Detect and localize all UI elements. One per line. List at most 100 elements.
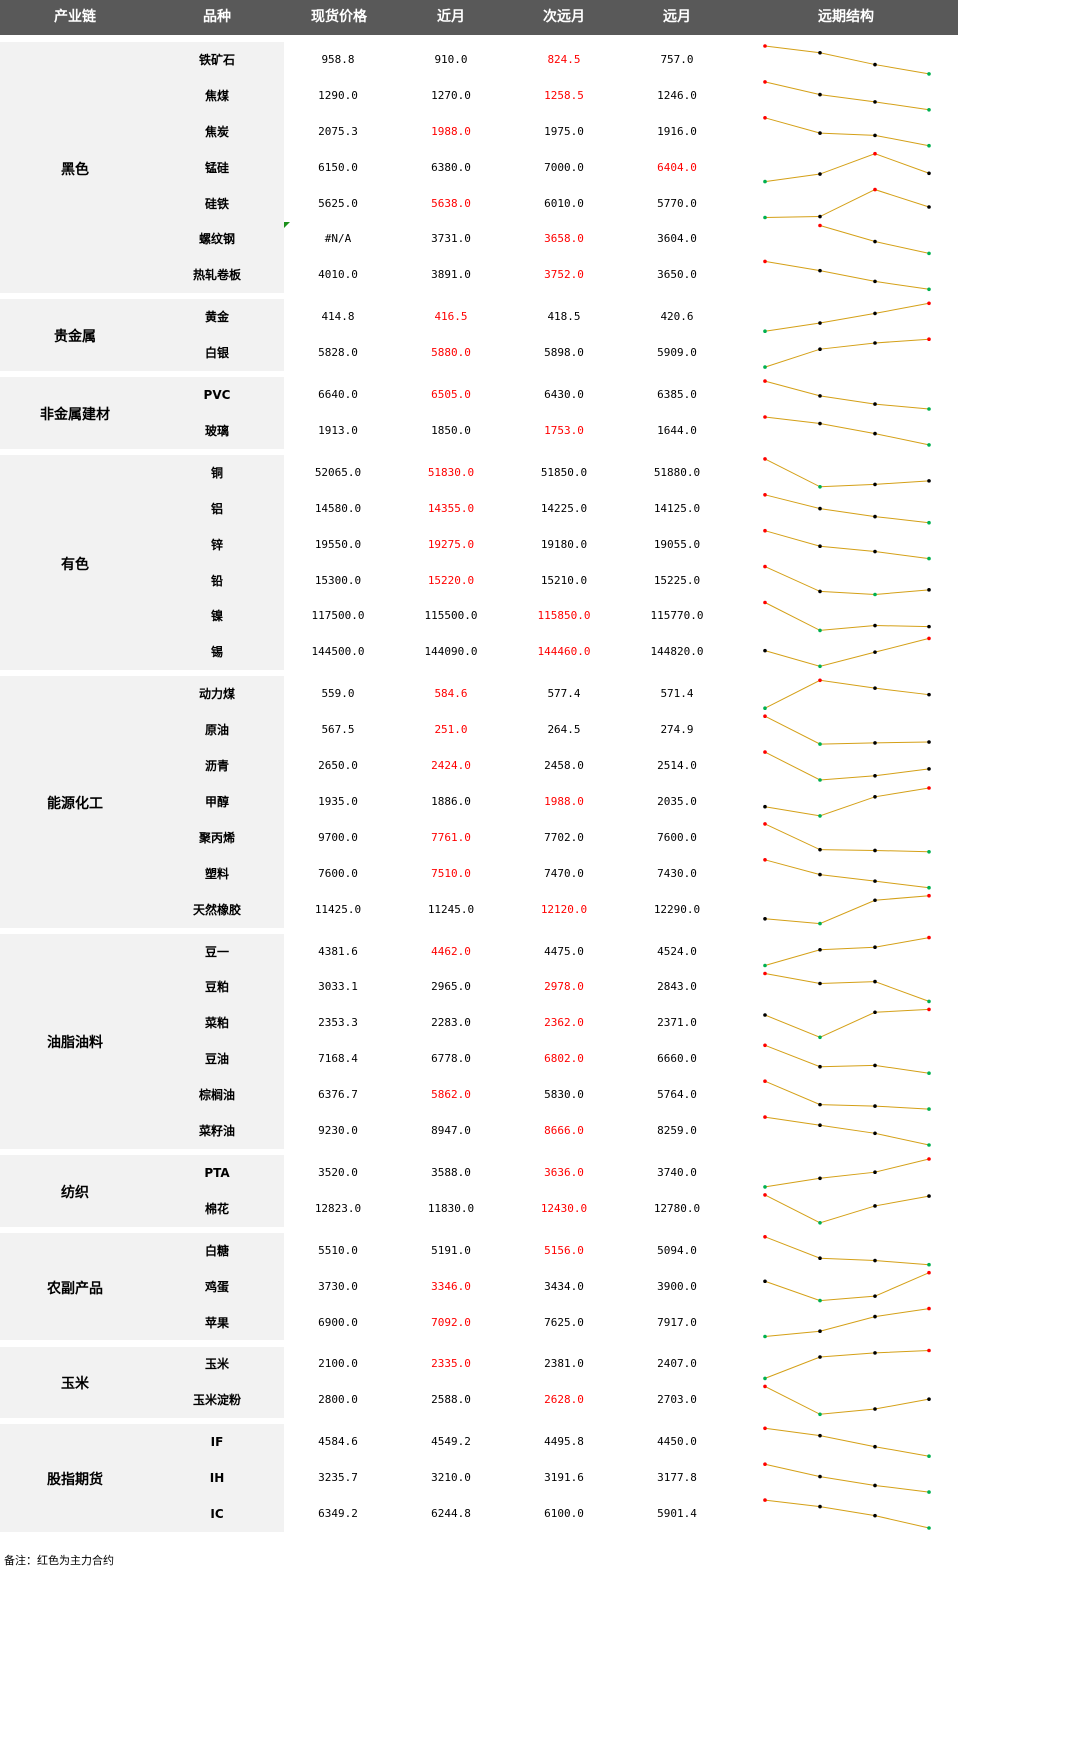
sparkline-point: [873, 979, 877, 984]
variety-name: 热轧卷板: [192, 268, 241, 283]
price-next: 5830.0: [544, 1088, 584, 1102]
group-title: 股指期货: [47, 1472, 103, 1489]
price-spot: 2100.0: [318, 1357, 358, 1371]
sparkline-point: [818, 394, 822, 398]
sparkline-point: [873, 945, 877, 950]
variety-name: IH: [209, 1471, 225, 1486]
price-far: 144820.0: [650, 645, 704, 659]
sparkline-point: [927, 407, 931, 411]
group-title: 非金属建材: [40, 407, 110, 423]
sparkline: [764, 1116, 930, 1146]
header-near: 近月: [437, 9, 465, 25]
sparkline-point: [927, 479, 931, 483]
sparkline: [764, 602, 930, 631]
sparkline-point: [927, 740, 931, 744]
price-far: 3740.0: [657, 1165, 697, 1179]
variety-name: 玉米淀粉: [192, 1393, 241, 1408]
price-spot: 1913.0: [318, 423, 358, 437]
sparkline-point: [763, 822, 767, 826]
sparkline: [764, 1008, 930, 1038]
sparkline-point: [873, 100, 877, 104]
sparkline-point: [873, 1483, 877, 1488]
sparkline-point: [763, 564, 767, 569]
sparkline-point: [873, 341, 877, 345]
group-cell: [0, 1346, 150, 1419]
price-next: 2362.0: [544, 1016, 584, 1030]
sparkline: [764, 1236, 930, 1266]
sparkline-point: [927, 893, 931, 898]
price-far: 19055.0: [653, 537, 701, 551]
price-near: 11830.0: [427, 1201, 475, 1215]
sparkline-point: [763, 44, 767, 48]
price-far: 2035.0: [657, 794, 697, 808]
sparkline-point: [818, 50, 822, 55]
price-far: 757.0: [660, 52, 694, 66]
price-far: 5909.0: [657, 346, 697, 360]
sparkline-point: [818, 628, 822, 633]
sparkline: [764, 338, 930, 368]
price-near: 6380.0: [431, 160, 471, 174]
price-next: 7625.0: [544, 1315, 584, 1329]
sparkline-point: [927, 520, 931, 525]
variety-name: 聚丙烯: [198, 830, 235, 845]
sparkline-point: [873, 549, 877, 554]
price-spot: 2075.3: [318, 124, 358, 138]
sparkline-point: [873, 402, 877, 406]
sparkline-point: [927, 108, 931, 112]
price-next: 2458.0: [544, 759, 584, 773]
sparkline-point: [763, 1185, 767, 1189]
price-far: 51880.0: [653, 465, 701, 479]
sparkline-point: [818, 1123, 822, 1128]
price-near: 2283.0: [431, 1016, 471, 1030]
price-near: 115500.0: [424, 609, 478, 623]
price-far: 8259.0: [657, 1124, 697, 1138]
sparkline-point: [763, 804, 767, 809]
sparkline-point: [763, 971, 767, 976]
sparkline: [764, 823, 930, 853]
price-far: 7430.0: [657, 866, 697, 880]
sparkline-point: [927, 1348, 931, 1353]
price-near: 19275.0: [427, 537, 475, 551]
sparkline-point: [763, 1193, 767, 1197]
sparkline-point: [818, 268, 822, 273]
sparkline: [764, 380, 930, 410]
sparkline-point: [873, 311, 877, 316]
sparkline-point: [763, 379, 767, 383]
sparkline-point: [873, 795, 877, 799]
price-next: 15210.0: [540, 573, 588, 587]
group-cell: [0, 676, 150, 928]
sparkline-point: [873, 1314, 877, 1319]
sparkline-point: [873, 1104, 877, 1108]
group-title: 农副产品: [47, 1280, 103, 1297]
price-spot: 5510.0: [318, 1243, 358, 1257]
price-near: 8947.0: [431, 1124, 471, 1138]
sparkline-point: [763, 1079, 767, 1083]
price-next: 8666.0: [544, 1124, 584, 1138]
price-spot: 559.0: [321, 687, 355, 701]
price-next: 2381.0: [544, 1357, 584, 1371]
price-spot: 7168.4: [318, 1052, 358, 1066]
sparkline-point: [818, 1433, 822, 1438]
variety-name: 焦炭: [204, 124, 229, 139]
price-far: 14125.0: [653, 501, 701, 515]
sparkline-point: [927, 1454, 931, 1458]
sparkline: [764, 1463, 930, 1493]
sparkline-point: [873, 686, 877, 690]
price-near: 5862.0: [431, 1088, 471, 1102]
price-far: 2407.0: [657, 1357, 697, 1371]
sparkline-point: [818, 1064, 822, 1069]
sparkline: [764, 416, 930, 446]
sparkline-point: [763, 116, 767, 120]
sparkline-point: [763, 457, 767, 461]
variety-name: 铜: [210, 465, 223, 480]
sparkline-point: [763, 415, 767, 419]
price-near: 7092.0: [431, 1315, 471, 1329]
price-spot: 1935.0: [318, 794, 358, 808]
price-far: 4524.0: [657, 944, 697, 958]
sparkline-point: [873, 1513, 877, 1518]
price-spot: 4010.0: [318, 268, 358, 282]
price-next: 144460.0: [537, 645, 591, 659]
sparkline-point: [763, 1279, 767, 1284]
price-near: 6505.0: [431, 388, 471, 402]
sparkline-point: [873, 279, 877, 284]
